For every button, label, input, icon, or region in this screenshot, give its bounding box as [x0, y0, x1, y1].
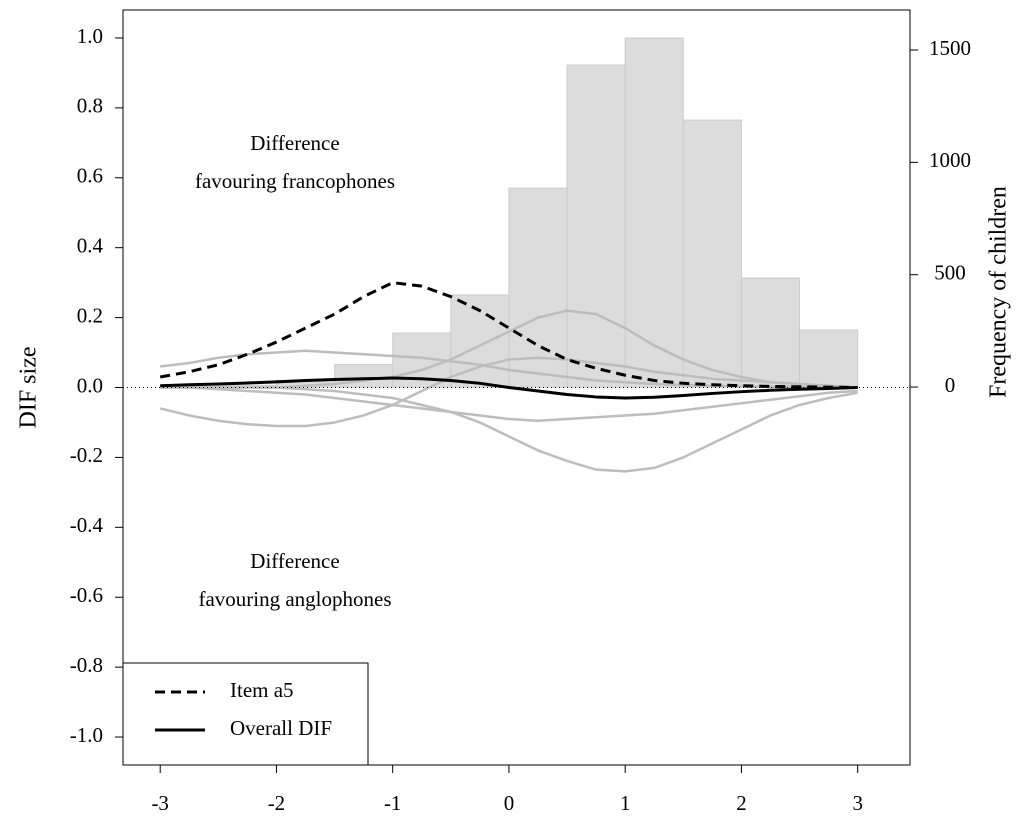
x-tick-label: -2	[268, 791, 286, 815]
x-tick-label: 3	[852, 791, 863, 815]
histogram-bar	[682, 119, 742, 388]
x-tick-label: -3	[151, 791, 169, 815]
histogram-bar	[740, 277, 801, 388]
histogram-bar	[566, 64, 626, 388]
series-line	[159, 281, 858, 389]
y2-tick-label: 1500	[929, 36, 971, 60]
y-tick-label: -0.4	[70, 513, 104, 537]
annotation: favouring francophones	[195, 169, 395, 193]
series-line	[160, 376, 858, 400]
annotation: Difference	[250, 131, 339, 155]
y-tick-label: -0.8	[70, 653, 103, 677]
annotation: Difference	[250, 549, 339, 573]
legend-box	[122, 662, 369, 766]
y-axis-label: DIF size	[16, 347, 42, 429]
annotation: favouring anglophones	[198, 587, 391, 611]
series-line	[159, 356, 858, 428]
series-line	[160, 386, 858, 422]
y-tick-label: 0.0	[77, 373, 103, 397]
y2-tick-label: 1000	[929, 148, 971, 172]
y-tick-label: 0.8	[77, 94, 103, 118]
series-line	[160, 349, 858, 389]
histogram-bar	[799, 329, 859, 388]
x-tick-label: 0	[504, 791, 515, 815]
y-tick-label: 0.4	[77, 233, 104, 257]
y-tick-label: -0.2	[70, 443, 103, 467]
y-tick-label: -1.0	[70, 723, 103, 747]
y-tick-label: 0.2	[77, 303, 103, 327]
series-line	[160, 386, 858, 473]
legend-label: Overall DIF	[230, 716, 332, 740]
y-tick-label: 1.0	[77, 24, 103, 48]
x-tick-label: 2	[736, 791, 747, 815]
x-tick-label: -1	[384, 791, 402, 815]
y-tick-label: 0.6	[77, 164, 103, 188]
y-tick-label: -0.6	[70, 583, 103, 607]
legend-label: Item a5	[230, 678, 294, 702]
x-tick-label: 1	[620, 791, 631, 815]
y2-tick-label: 500	[934, 261, 966, 285]
y2-axis-label: Frequency of children	[986, 186, 1012, 398]
y2-tick-label: 0	[945, 373, 956, 397]
